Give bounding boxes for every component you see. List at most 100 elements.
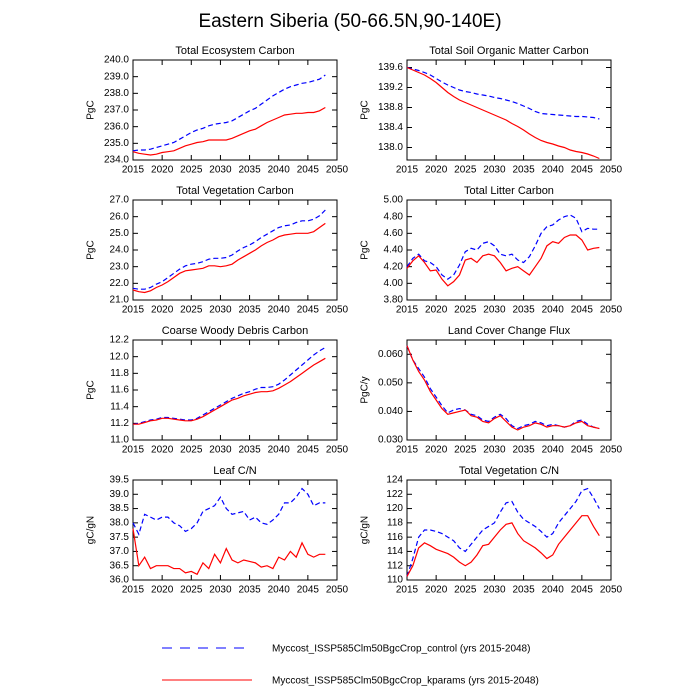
x-tick-label: 2025	[454, 585, 477, 596]
y-tick-label: 27.0	[110, 195, 130, 206]
y-tick-label: 112	[387, 560, 403, 571]
x-tick-label: 2030	[209, 305, 232, 316]
y-tick-label: 11.6	[110, 385, 129, 396]
x-tick-label: 2045	[297, 305, 320, 316]
x-tick-label: 2015	[122, 445, 145, 456]
page-title: Eastern Siberia (50-66.5N,90-140E)	[198, 11, 501, 32]
x-tick-label: 2020	[151, 305, 174, 316]
x-tick-label: 2035	[238, 585, 261, 596]
series-line	[406, 234, 600, 287]
series-line	[132, 487, 326, 536]
y-tick-label: 24.0	[110, 245, 130, 256]
x-tick-label: 2025	[454, 165, 477, 176]
y-tick-label: 37.5	[110, 532, 130, 543]
y-tick-label: 37.0	[110, 546, 130, 557]
x-tick-label: 2020	[425, 445, 448, 456]
x-tick-label: 2035	[238, 305, 261, 316]
y-tick-label: 138.8	[378, 102, 403, 113]
y-tick-label: 21.0	[110, 295, 130, 306]
y-tick-label: 39.5	[110, 475, 130, 486]
series-line	[133, 357, 326, 425]
y-tick-label: 114	[387, 546, 403, 557]
y-axis-label: gC/gN	[360, 516, 371, 544]
y-tick-label: 118	[387, 517, 403, 528]
panel-title: Land Cover Change Flux	[448, 325, 571, 337]
x-tick-label: 2040	[268, 165, 291, 176]
y-tick-label: 237.0	[104, 105, 129, 116]
x-tick-label: 2050	[326, 585, 349, 596]
y-axis-label: gC/gN	[86, 516, 97, 544]
y-axis-label: PgC	[360, 100, 371, 119]
x-tick-label: 2045	[297, 585, 320, 596]
x-tick-label: 2035	[238, 445, 261, 456]
panel: Total Litter Carbon PgC 2015 2020 2025 2030 20…	[360, 185, 623, 316]
y-tick-label: 138.0	[378, 142, 403, 153]
y-tick-label: 25.0	[110, 228, 130, 239]
y-tick-label: 36.5	[110, 560, 130, 571]
x-tick-label: 2045	[571, 585, 594, 596]
x-tick-label: 2050	[326, 445, 349, 456]
y-tick-label: 23.0	[110, 261, 130, 272]
series-line	[406, 345, 600, 431]
y-tick-label: 5.00	[384, 195, 404, 206]
x-tick-label: 2040	[268, 305, 291, 316]
x-tick-label: 2020	[151, 445, 174, 456]
series-line	[132, 209, 326, 290]
x-tick-label: 2050	[600, 165, 623, 176]
series-line	[406, 487, 600, 577]
x-tick-label: 2050	[600, 445, 623, 456]
panel: Total Ecosystem Carbon PgC 2015 2020 2025 203…	[86, 45, 349, 176]
y-tick-label: 11.0	[110, 435, 129, 446]
x-tick-label: 2015	[396, 165, 419, 176]
y-axis-label: PgC/y	[360, 376, 371, 403]
y-tick-label: 4.60	[384, 228, 404, 239]
x-tick-label: 2050	[326, 165, 349, 176]
y-tick-label: 11.2	[110, 418, 129, 429]
panel-title: Leaf C/N	[213, 465, 256, 477]
x-tick-label: 2045	[297, 165, 320, 176]
y-tick-label: 38.0	[110, 517, 130, 528]
y-tick-label: 11.8	[110, 368, 129, 379]
x-tick-label: 2040	[542, 165, 565, 176]
panel-title: Total Ecosystem Carbon	[175, 45, 294, 57]
x-tick-label: 2015	[122, 305, 145, 316]
x-tick-label: 2040	[542, 585, 565, 596]
x-tick-label: 2025	[180, 445, 203, 456]
x-tick-label: 2030	[209, 445, 232, 456]
x-tick-label: 2030	[483, 165, 506, 176]
series-line	[406, 515, 600, 577]
y-tick-label: 36.0	[110, 575, 130, 586]
y-tick-label: 12.0	[110, 351, 130, 362]
x-tick-label: 2015	[122, 165, 145, 176]
y-axis-label: PgC	[360, 240, 371, 259]
panel: Total Soil Organic Matter Carbon PgC 2015 2…	[360, 45, 623, 176]
x-tick-label: 2015	[122, 585, 145, 596]
panel: Land Cover Change Flux PgC/y 2015 2020 2025 2…	[360, 325, 623, 456]
panel: Coarse Woody Debris Carbon PgC 2015 2020 202…	[86, 325, 349, 456]
panel: Leaf C/N gC/gN 2015 2020 2025 2030 2035 2040 204…	[86, 465, 349, 596]
x-tick-label: 2015	[396, 305, 419, 316]
y-tick-label: 236.0	[104, 121, 129, 132]
plot-frame	[132, 59, 338, 161]
legend-label: Myccost_ISSP585Clm50BgcCrop_kparams (yrs…	[272, 676, 539, 687]
series-line	[132, 106, 326, 156]
x-tick-label: 2025	[454, 305, 477, 316]
x-tick-label: 2025	[180, 585, 203, 596]
y-tick-label: 124	[386, 475, 403, 486]
series-line	[132, 528, 326, 576]
legend-label: Myccost_ISSP585Clm50BgcCrop_control (yrs…	[272, 644, 530, 655]
y-tick-label: 239.0	[104, 71, 129, 82]
y-tick-label: 22.0	[110, 278, 130, 289]
panel-title: Total Vegetation C/N	[459, 465, 559, 477]
x-tick-label: 2045	[571, 305, 594, 316]
x-tick-label: 2035	[512, 445, 535, 456]
x-tick-label: 2050	[326, 305, 349, 316]
y-tick-label: 234.0	[104, 155, 129, 166]
x-tick-label: 2035	[512, 305, 535, 316]
x-tick-label: 2025	[180, 305, 203, 316]
y-axis-label: PgC	[86, 100, 97, 119]
series-line	[406, 66, 600, 160]
x-tick-label: 2030	[483, 445, 506, 456]
x-tick-label: 2030	[209, 165, 232, 176]
